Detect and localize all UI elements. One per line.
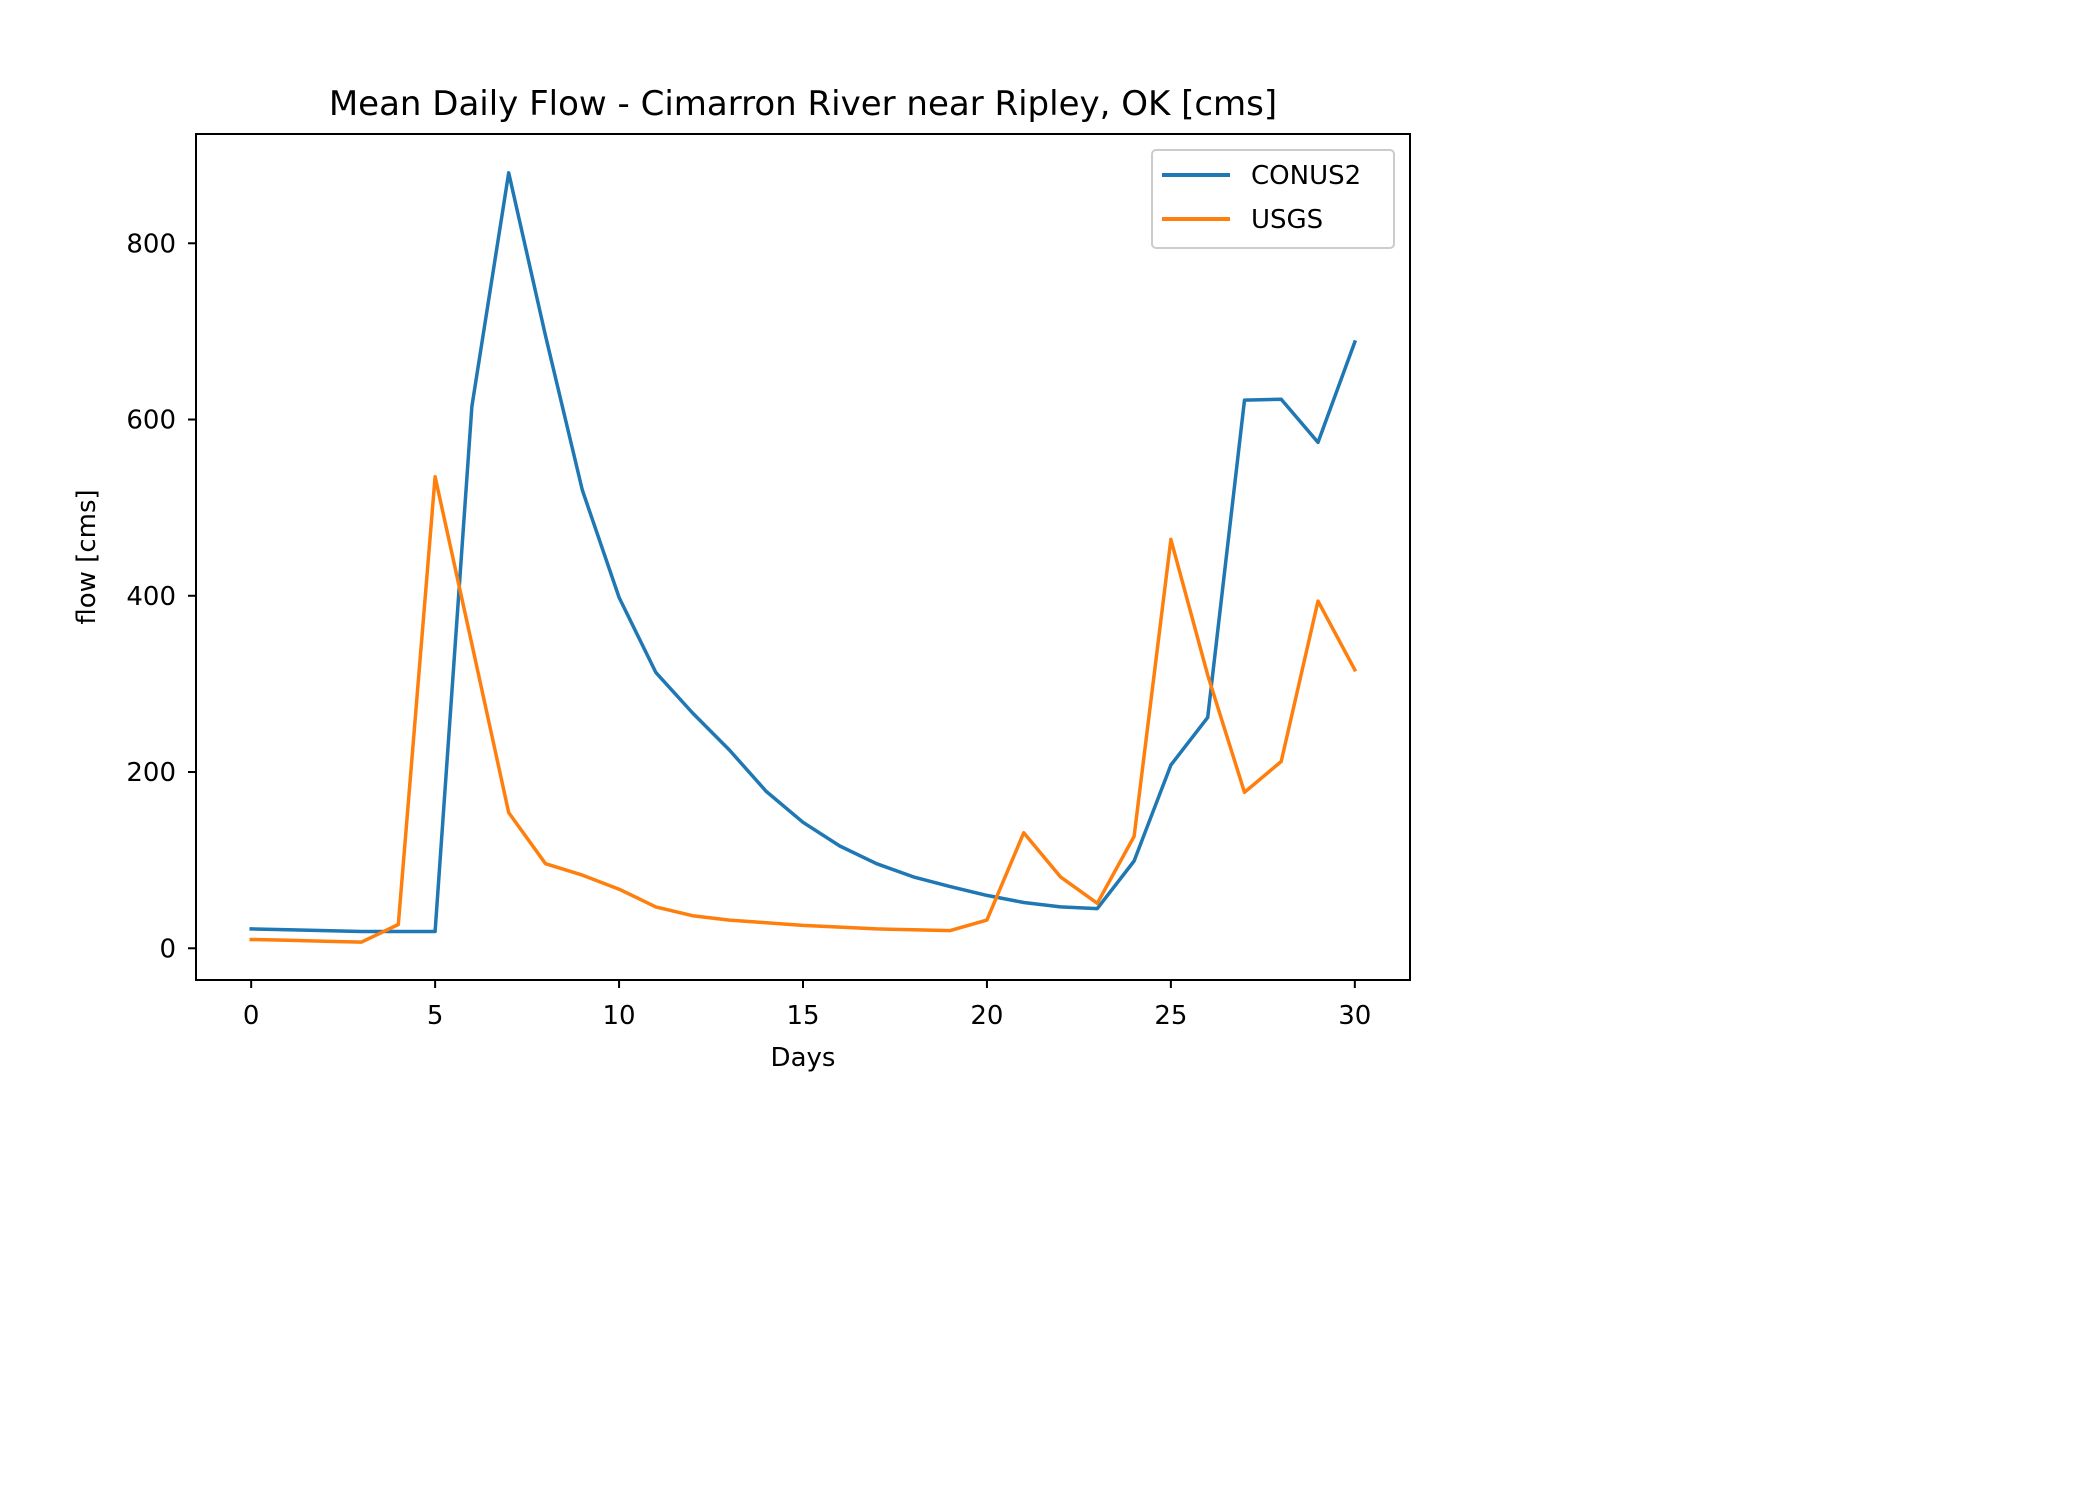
legend-label-usgs: USGS — [1251, 205, 1323, 235]
y-tick-label: 0 — [159, 934, 176, 964]
x-tick-label: 0 — [243, 1001, 260, 1031]
x-tick-label: 20 — [970, 1001, 1003, 1031]
y-tick-label: 400 — [126, 582, 176, 612]
legend-label-conus2: CONUS2 — [1251, 161, 1361, 191]
series-line-conus2 — [249, 171, 1358, 934]
x-tick-label: 30 — [1338, 1001, 1371, 1031]
chart-title: Mean Daily Flow - Cimarron River near Ri… — [329, 84, 1277, 124]
y-tick-label: 200 — [126, 758, 176, 788]
y-tick-label: 800 — [126, 229, 176, 259]
series-layer — [249, 171, 1358, 944]
x-tick-label: 25 — [1154, 1001, 1187, 1031]
x-axis-label: Days — [771, 1043, 836, 1073]
y-tick-label: 600 — [126, 406, 176, 436]
x-tick-label: 5 — [427, 1001, 444, 1031]
y-axis-label: flow [cms] — [72, 489, 102, 624]
x-tick-label: 10 — [603, 1001, 636, 1031]
line-chart: Mean Daily Flow - Cimarron River near Ri… — [72, 84, 1411, 1073]
y-axis: 0 200 400 600 800 — [126, 229, 196, 964]
legend: CONUS2 USGS — [1151, 149, 1395, 249]
x-tick-label: 15 — [786, 1001, 819, 1031]
series-line-usgs — [249, 475, 1358, 944]
x-axis: 0 5 10 15 20 25 30 — [243, 980, 1371, 1031]
